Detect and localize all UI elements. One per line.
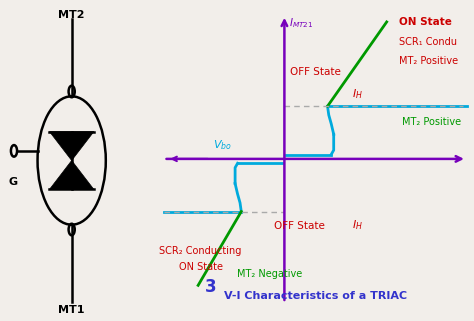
Text: $V_{bo}$: $V_{bo}$	[213, 138, 232, 152]
Text: G: G	[8, 177, 18, 187]
Text: $I_H$: $I_H$	[352, 219, 363, 232]
Text: MT2: MT2	[58, 10, 85, 20]
Text: MT₂ Positive: MT₂ Positive	[401, 117, 461, 127]
Text: MT₂ Positive: MT₂ Positive	[399, 56, 458, 66]
Text: $I_H$: $I_H$	[352, 87, 363, 101]
Text: 3: 3	[205, 278, 216, 296]
Text: SCR₂ Conducting: SCR₂ Conducting	[159, 246, 242, 256]
Polygon shape	[49, 132, 94, 160]
Text: OFF State: OFF State	[274, 221, 325, 231]
Text: ON State: ON State	[179, 262, 223, 272]
Text: ON State: ON State	[399, 17, 452, 27]
Text: MT₂ Negative: MT₂ Negative	[237, 269, 302, 279]
Text: OFF State: OFF State	[290, 66, 341, 77]
Text: $I_{MT21}$: $I_{MT21}$	[289, 17, 314, 30]
Text: MT1: MT1	[58, 305, 85, 315]
Text: SCR₁ Condu: SCR₁ Condu	[399, 37, 457, 47]
Polygon shape	[49, 160, 94, 189]
Text: V-I Characteristics of a TRIAC: V-I Characteristics of a TRIAC	[224, 291, 407, 301]
